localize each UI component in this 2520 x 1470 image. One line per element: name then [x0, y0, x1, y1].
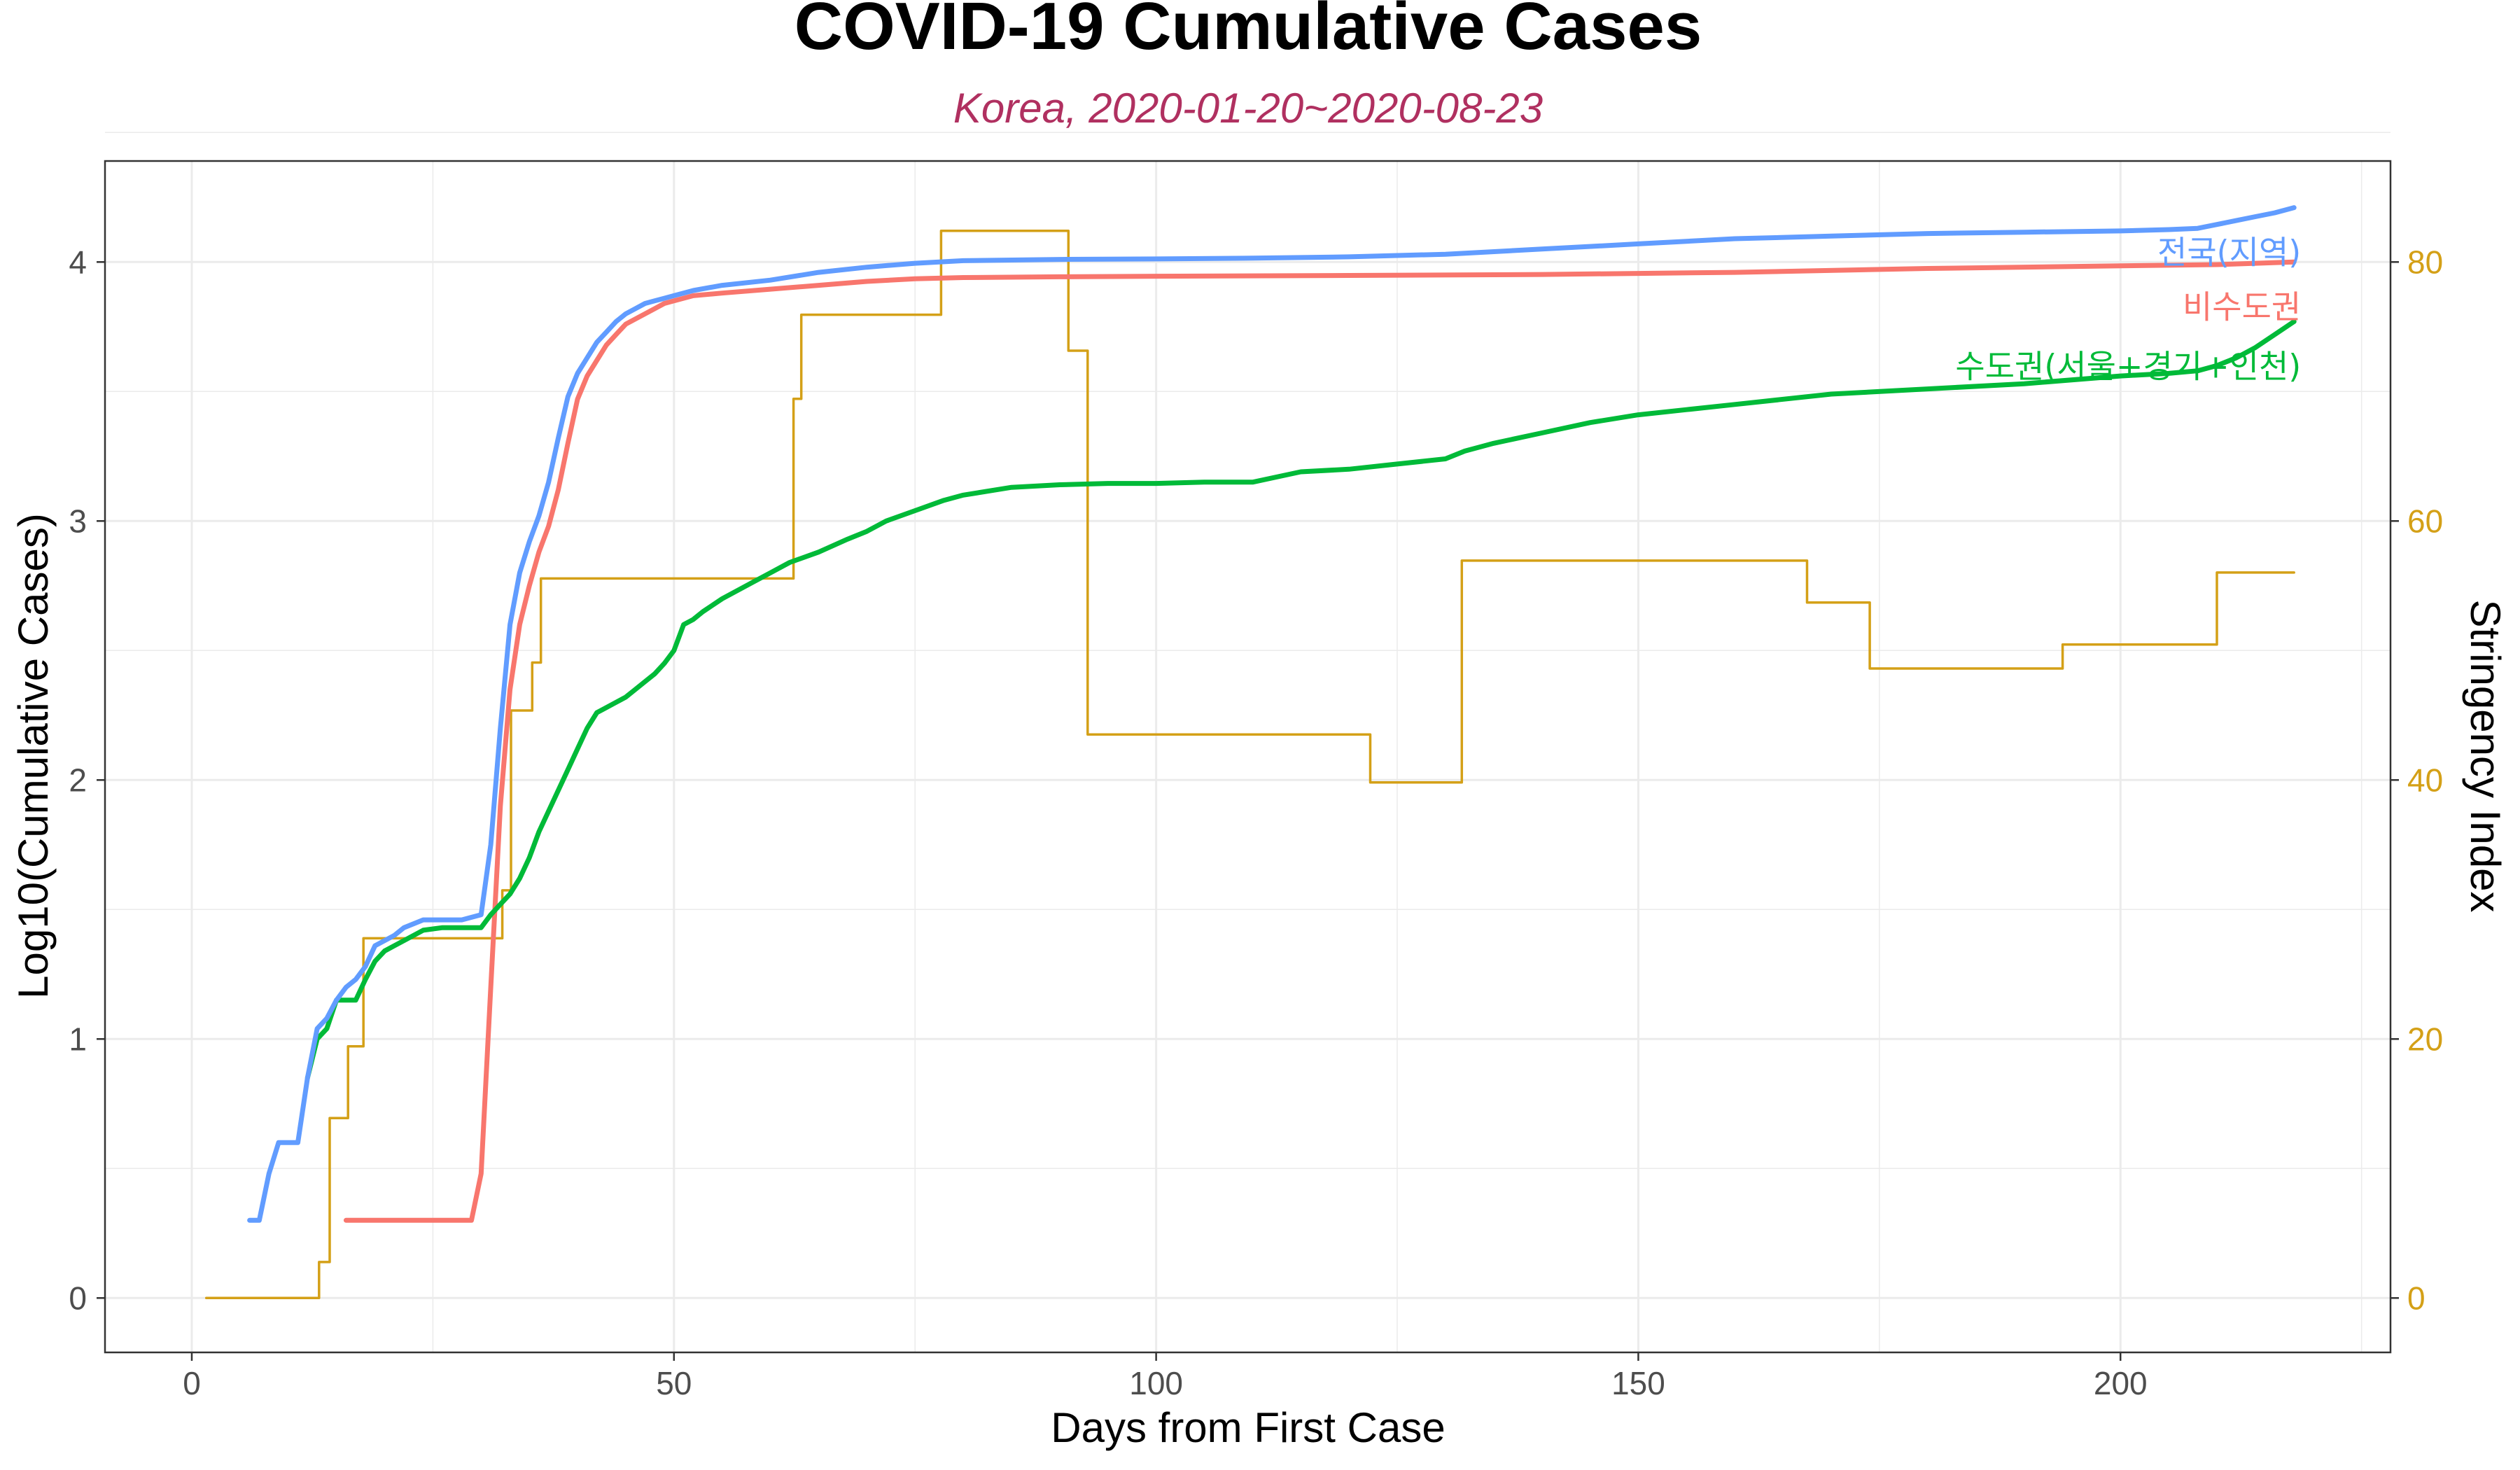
x-tick-label: 50 — [656, 1365, 692, 1401]
x-tick-label: 200 — [2094, 1365, 2148, 1401]
y-tick-label: 2 — [69, 762, 87, 798]
series-line-stringency — [204, 229, 2295, 1300]
series-label-3: 수도권(서울+경기+인천) — [1955, 347, 2301, 385]
panel-border — [104, 160, 2392, 1354]
x-tick-label: 150 — [1611, 1365, 1665, 1401]
series-line-3 — [304, 318, 2297, 1081]
series-label-1: 전국(지역) — [2157, 234, 2301, 272]
y2-tick-label: 40 — [2407, 762, 2443, 798]
y2-tick-label: 20 — [2407, 1021, 2443, 1057]
x-axis-title: Days from First Case — [1051, 1404, 1445, 1451]
y-axis-left: 0 1 2 3 4 — [69, 244, 105, 1316]
y-tick-label: 0 — [69, 1280, 87, 1316]
chart-subtitle: Korea, 2020-01-20~2020-08-23 — [953, 85, 1543, 132]
y2-axis-title: Stringency Index — [2462, 600, 2509, 913]
series-line-2 — [343, 259, 2297, 1223]
x-tick-label: 0 — [183, 1365, 201, 1401]
y-axis-title: Log10(Cumulative Cases) — [10, 513, 57, 999]
x-tick-label: 100 — [1129, 1365, 1183, 1401]
series-line-1 — [247, 205, 2297, 1223]
y-tick-label: 3 — [69, 503, 87, 539]
series-layer — [204, 205, 2297, 1300]
y2-tick-label: 80 — [2407, 244, 2443, 280]
grid-minor — [105, 132, 2390, 1352]
grid-major — [105, 161, 2390, 1352]
x-axis: 0 50 100 150 200 — [183, 1352, 2148, 1401]
chart-title: COVID-19 Cumulative Cases — [794, 0, 1702, 64]
series-label-2: 비수도권 — [2183, 288, 2301, 326]
y-tick-label: 4 — [69, 244, 87, 280]
y-axis-right: 0 20 40 60 80 — [2390, 244, 2443, 1316]
y2-tick-label: 60 — [2407, 503, 2443, 539]
y2-tick-label: 0 — [2407, 1280, 2426, 1316]
y-tick-label: 1 — [69, 1021, 87, 1057]
